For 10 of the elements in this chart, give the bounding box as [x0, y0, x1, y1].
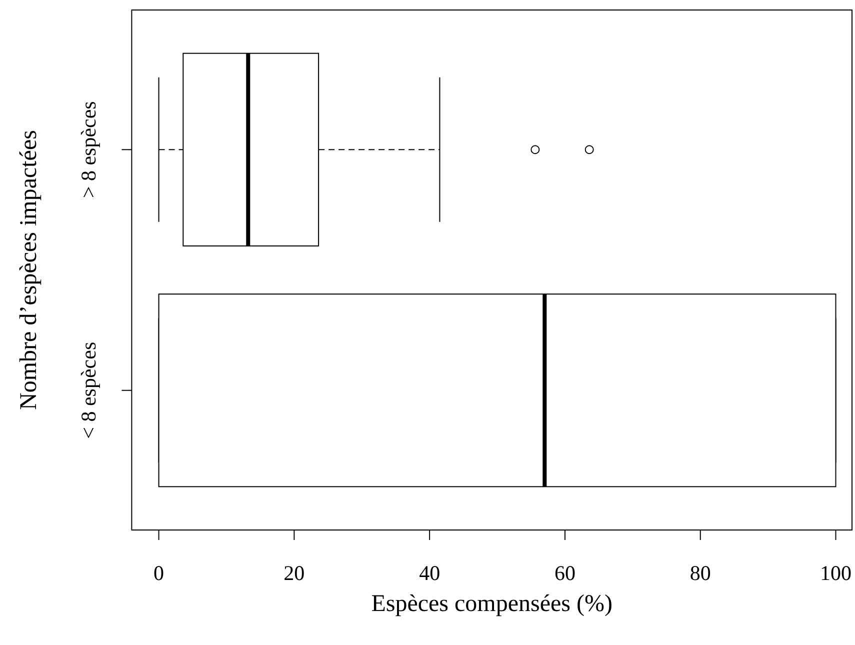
- x-axis-title: Espèces compensées (%): [371, 591, 612, 617]
- x-tick-label: 100: [820, 561, 852, 585]
- x-tick-label: 60: [554, 561, 576, 585]
- y-tick-label: > 8 espèces: [76, 101, 101, 198]
- x-tick-label: 0: [154, 561, 164, 585]
- y-axis-title: Nombre d’espèces impactées: [16, 130, 42, 410]
- x-tick-label: 20: [284, 561, 305, 585]
- x-tick-label: 40: [419, 561, 440, 585]
- x-tick-label: 80: [690, 561, 711, 585]
- y-tick-label: < 8 espèces: [76, 342, 101, 439]
